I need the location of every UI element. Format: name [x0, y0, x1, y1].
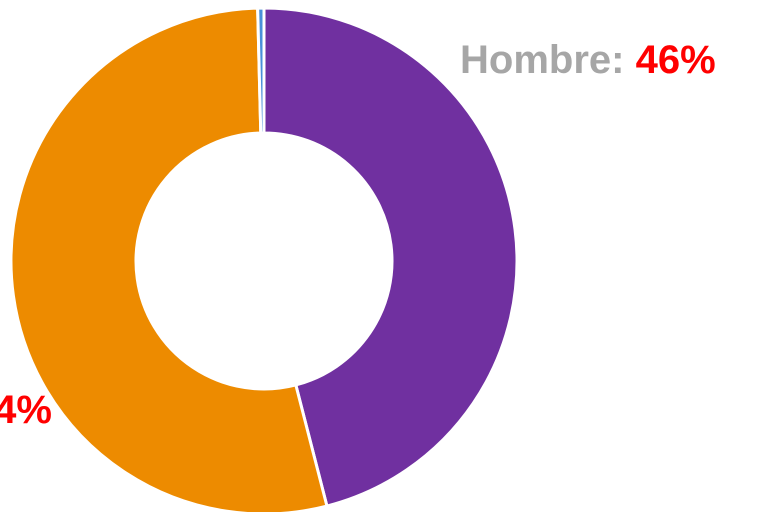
donut-segment — [262, 6, 519, 508]
value-label: 54% — [0, 388, 52, 432]
spacer — [624, 38, 635, 82]
data-label: Hombre: 46% — [460, 38, 716, 82]
value-label: 46% — [636, 38, 716, 82]
data-label: 54% — [0, 388, 52, 432]
category-label: Hombre: — [460, 38, 624, 82]
donut-segment — [256, 6, 266, 135]
donut-segment — [9, 6, 329, 512]
